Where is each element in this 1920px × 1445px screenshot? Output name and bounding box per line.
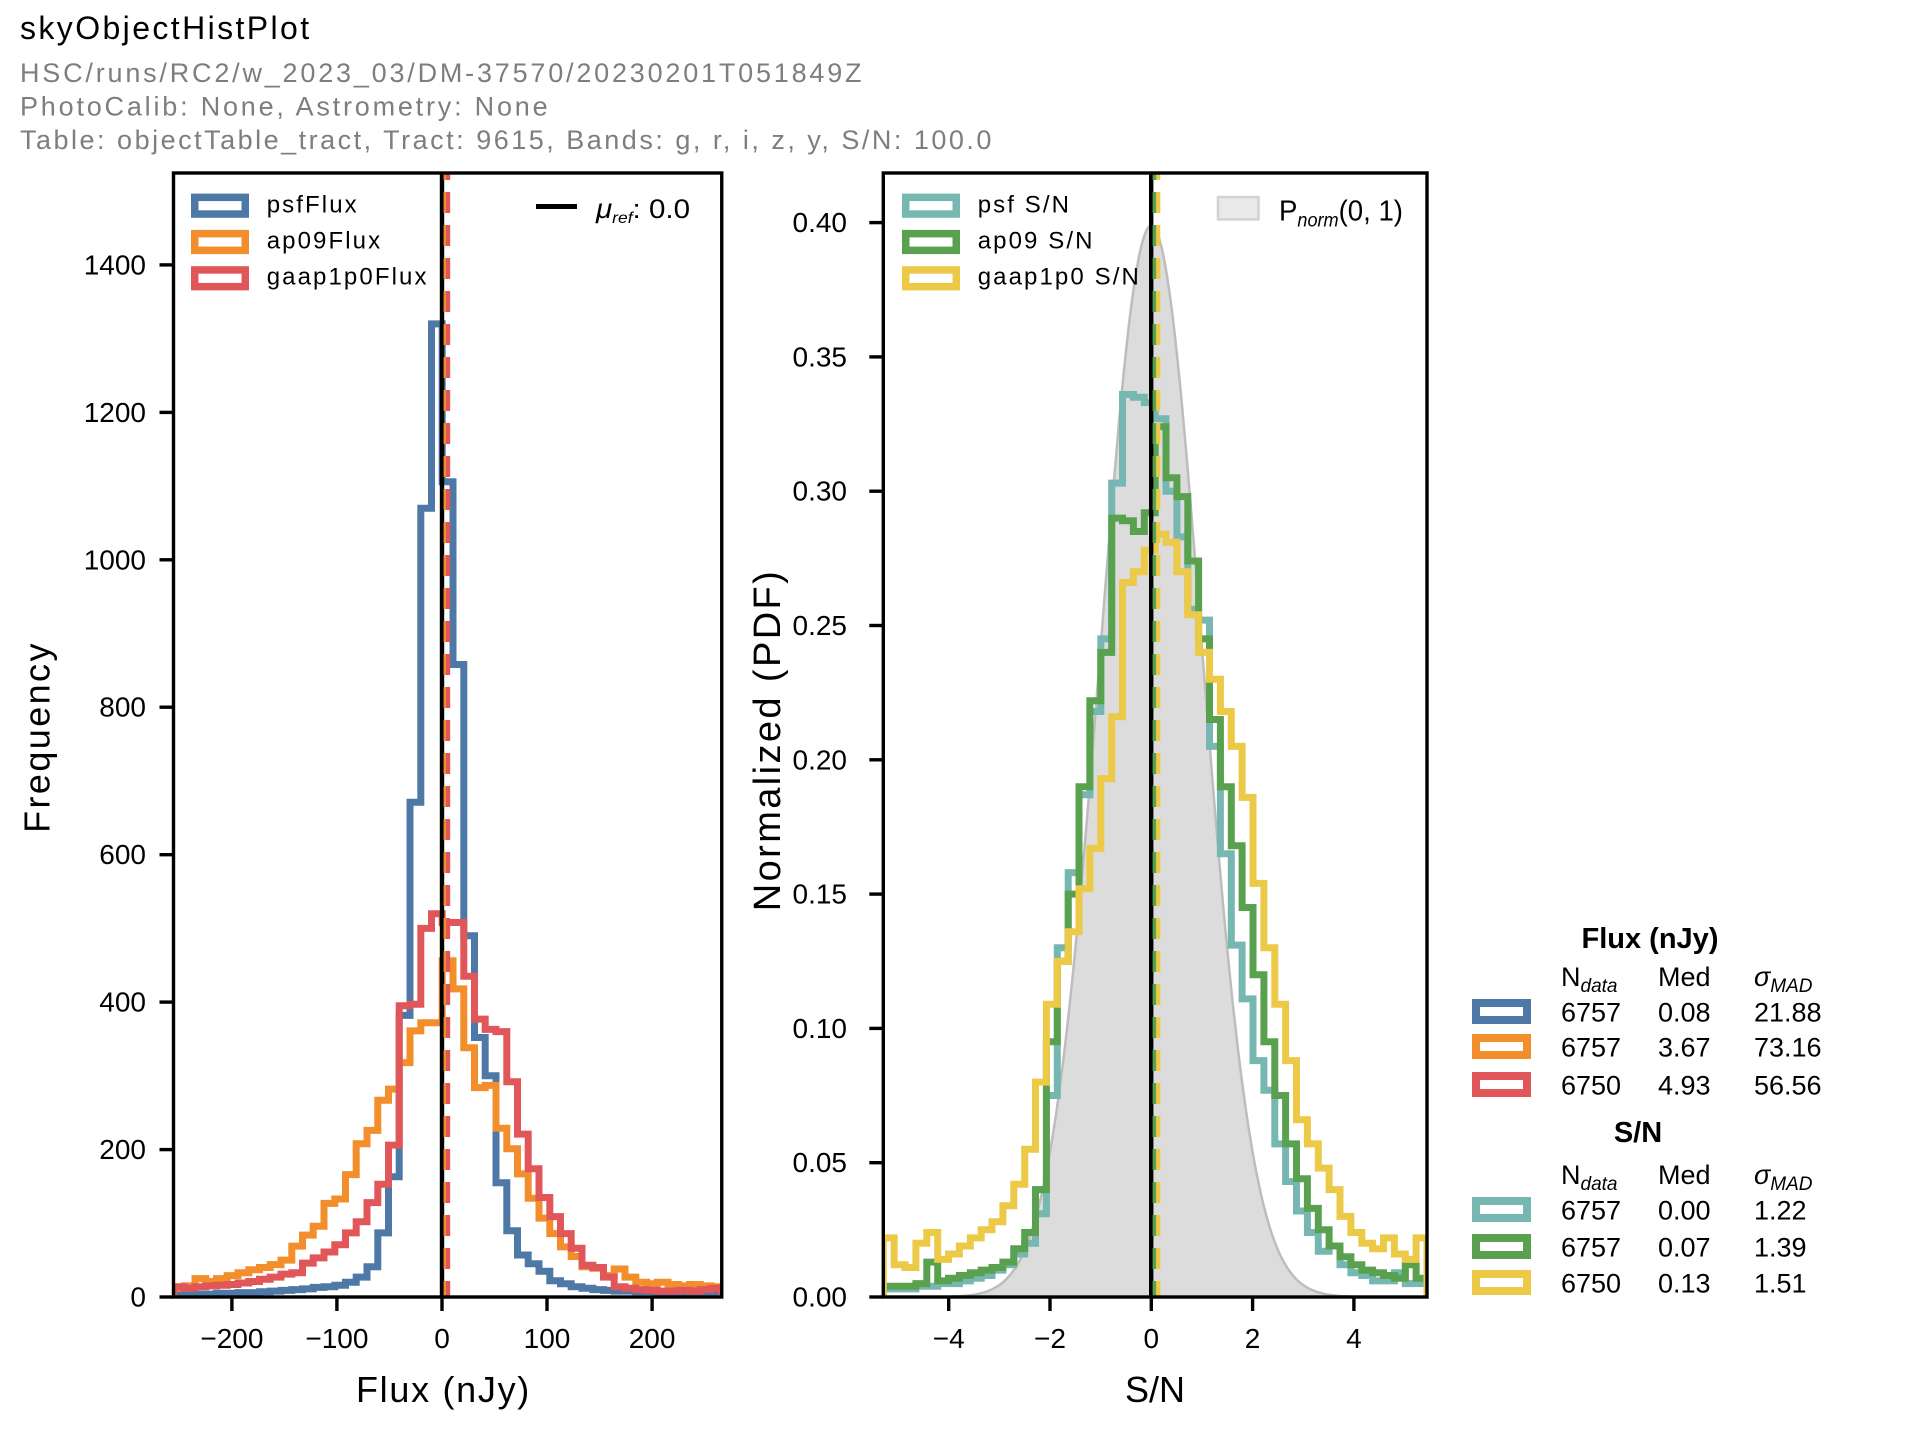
svg-text:Med: Med — [1658, 962, 1711, 992]
svg-text:0.00: 0.00 — [793, 1282, 848, 1313]
svg-text:0: 0 — [434, 1323, 450, 1354]
svg-text:1.51: 1.51 — [1754, 1269, 1807, 1299]
svg-text:0.08: 0.08 — [1658, 998, 1711, 1028]
svg-text:6757: 6757 — [1561, 1033, 1621, 1063]
svg-text:200: 200 — [629, 1323, 676, 1354]
svg-text:0.25: 0.25 — [793, 610, 848, 641]
svg-text:S/N: S/N — [1614, 1117, 1662, 1149]
svg-text:56.56: 56.56 — [1754, 1071, 1822, 1101]
svg-text:1400: 1400 — [84, 249, 146, 280]
svg-text:0: 0 — [1144, 1323, 1160, 1354]
svg-text:600: 600 — [99, 839, 146, 870]
svg-text:−4: −4 — [933, 1323, 965, 1354]
svg-text:2: 2 — [1245, 1323, 1261, 1354]
svg-text:0.05: 0.05 — [793, 1147, 848, 1178]
svg-text:Normalized (PDF): Normalized (PDF) — [747, 569, 789, 911]
svg-text:6757: 6757 — [1561, 1196, 1621, 1226]
svg-text:0.10: 0.10 — [793, 1013, 848, 1044]
svg-text:PhotoCalib: None, Astrometry:: PhotoCalib: None, Astrometry: None — [20, 92, 550, 122]
svg-text:6750: 6750 — [1561, 1269, 1621, 1299]
svg-text:gaap1p0 S/N: gaap1p0 S/N — [978, 264, 1141, 291]
svg-text:1.22: 1.22 — [1754, 1196, 1807, 1226]
svg-text:HSC/runs/RC2/w_2023_03/DM-3757: HSC/runs/RC2/w_2023_03/DM-37570/20230201… — [20, 58, 864, 88]
svg-text:6750: 6750 — [1561, 1071, 1621, 1101]
svg-text:100: 100 — [524, 1323, 571, 1354]
svg-text:0.40: 0.40 — [793, 207, 848, 238]
svg-text:Flux (nJy): Flux (nJy) — [1582, 923, 1719, 955]
svg-text:1000: 1000 — [84, 544, 146, 575]
svg-text:−100: −100 — [305, 1323, 368, 1354]
svg-text:21.88: 21.88 — [1754, 998, 1822, 1028]
svg-text:Flux (nJy): Flux (nJy) — [356, 1369, 531, 1410]
svg-text:1200: 1200 — [84, 397, 146, 428]
svg-text:μref: 0.0: μref: 0.0 — [595, 194, 690, 227]
svg-text:0.00: 0.00 — [1658, 1196, 1711, 1226]
svg-text:−200: −200 — [200, 1323, 263, 1354]
svg-text:0.30: 0.30 — [793, 476, 848, 507]
svg-text:200: 200 — [99, 1134, 146, 1165]
svg-text:400: 400 — [99, 987, 146, 1018]
svg-text:0.13: 0.13 — [1658, 1269, 1711, 1299]
svg-text:psf S/N: psf S/N — [978, 191, 1071, 218]
svg-text:Table: objectTable_tract, Trac: Table: objectTable_tract, Tract: 9615, B… — [20, 125, 994, 155]
svg-text:4: 4 — [1346, 1323, 1362, 1354]
svg-text:skyObjectHistPlot: skyObjectHistPlot — [20, 10, 312, 46]
svg-text:ap09Flux: ap09Flux — [267, 227, 383, 254]
svg-text:3.67: 3.67 — [1658, 1033, 1711, 1063]
svg-text:−2: −2 — [1034, 1323, 1066, 1354]
svg-text:0.07: 0.07 — [1658, 1233, 1711, 1263]
svg-text:Pnorm(0, 1): Pnorm(0, 1) — [1279, 196, 1403, 232]
svg-text:Med: Med — [1658, 1160, 1711, 1190]
svg-text:73.16: 73.16 — [1754, 1033, 1822, 1063]
svg-text:gaap1p0Flux: gaap1p0Flux — [267, 264, 429, 291]
svg-text:1.39: 1.39 — [1754, 1233, 1807, 1263]
svg-text:ap09 S/N: ap09 S/N — [978, 227, 1095, 254]
svg-text:psfFlux: psfFlux — [267, 191, 359, 218]
svg-text:0: 0 — [130, 1282, 146, 1313]
svg-text:800: 800 — [99, 692, 146, 723]
svg-text:6757: 6757 — [1561, 998, 1621, 1028]
svg-text:0.15: 0.15 — [793, 879, 848, 910]
svg-text:6757: 6757 — [1561, 1233, 1621, 1263]
svg-text:Frequency: Frequency — [17, 641, 58, 833]
svg-text:0.35: 0.35 — [793, 341, 848, 372]
svg-text:4.93: 4.93 — [1658, 1071, 1711, 1101]
svg-text:S/N: S/N — [1125, 1369, 1185, 1410]
svg-text:0.20: 0.20 — [793, 744, 848, 775]
